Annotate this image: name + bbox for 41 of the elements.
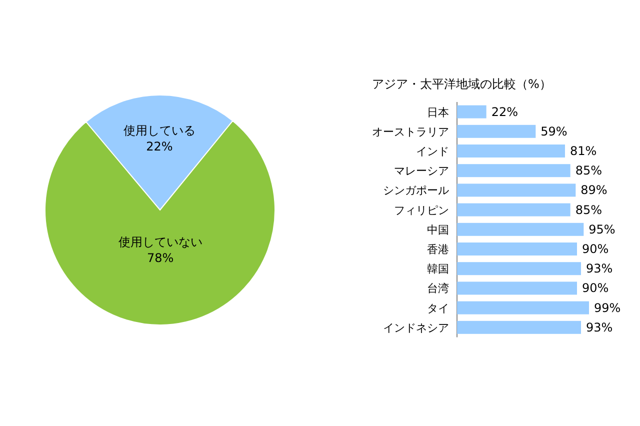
bar — [457, 105, 486, 118]
chart-title: アジア・太平洋地域の比較（%） — [372, 77, 552, 91]
data-label: 85% — [575, 202, 602, 217]
bar — [457, 301, 589, 314]
data-label: 85% — [575, 164, 602, 178]
slice-label: 使用していない — [118, 235, 202, 250]
y-tick-label: 日本 — [427, 106, 449, 119]
data-label: 93% — [586, 262, 613, 276]
data-label: 99% — [594, 300, 621, 315]
y-tick-label: オーストラリア — [372, 125, 449, 138]
y-tick-label: 韓国 — [427, 262, 449, 276]
bar — [457, 282, 577, 295]
y-tick-label: フィリピン — [394, 204, 449, 217]
data-label: 93% — [586, 320, 613, 334]
y-tick-label: タイ — [427, 302, 449, 315]
bar — [457, 203, 570, 216]
bar — [457, 124, 536, 138]
y-tick-label: シンガポール — [383, 184, 449, 198]
data-label: 81% — [570, 144, 597, 158]
bar — [457, 320, 581, 334]
data-label: 22% — [491, 104, 518, 119]
data-label: 95% — [588, 222, 616, 236]
data-label: 22% — [146, 140, 173, 154]
bar — [457, 164, 570, 178]
data-label: 90% — [582, 242, 609, 256]
bar — [457, 222, 584, 236]
y-tick-label: 台湾 — [427, 282, 449, 296]
y-tick-label: 中国 — [427, 223, 449, 236]
data-label: 89% — [580, 183, 608, 198]
y-tick-label: インドネシア — [383, 321, 449, 334]
y-tick-label: マレーシア — [394, 164, 449, 178]
data-label: 59% — [540, 124, 568, 138]
bar — [457, 242, 577, 256]
slice-label: 使用している — [124, 124, 196, 138]
bar — [457, 262, 581, 276]
bar — [457, 184, 576, 197]
data-label: 78% — [146, 251, 174, 266]
y-tick-label: 香港 — [427, 243, 449, 256]
y-tick-label: インド — [416, 145, 449, 158]
data-label: 90% — [582, 281, 609, 296]
bar — [457, 144, 565, 158]
